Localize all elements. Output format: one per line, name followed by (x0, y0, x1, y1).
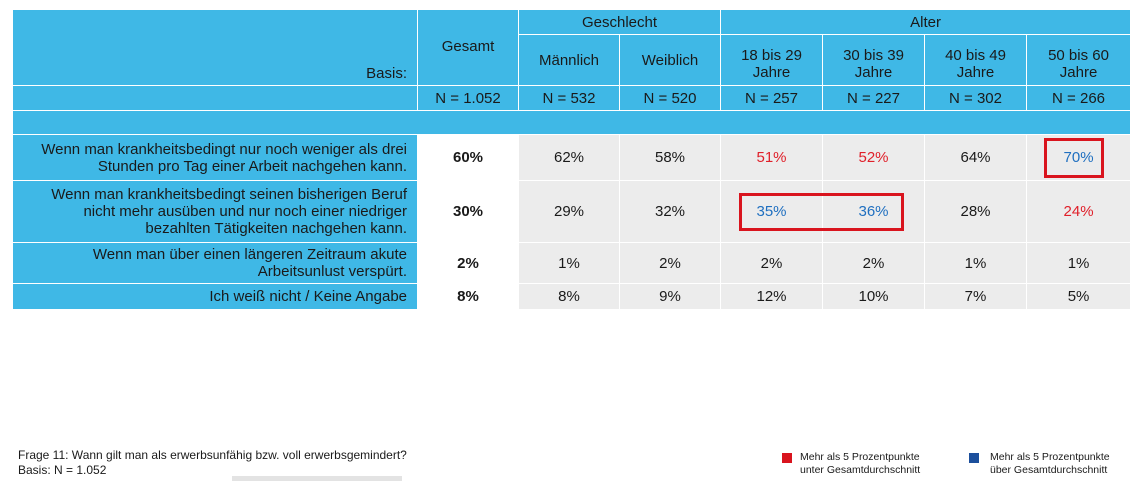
cell-gesamt: 8% (417, 283, 519, 310)
legend-swatch-below (782, 453, 792, 463)
legend-above-line1: Mehr als 5 Prozentpunkte (990, 451, 1110, 463)
group-header-geschlecht: Geschlecht (517, 9, 722, 35)
logo-watermark (232, 476, 402, 481)
basis-label: Basis: (12, 9, 418, 86)
legend-above: Mehr als 5 Prozentpunkte über Gesamtdurc… (990, 451, 1110, 477)
cell-gesamt: 30% (417, 180, 519, 243)
table-cell: 1% (924, 242, 1028, 284)
legend-below-line1: Mehr als 5 Prozentpunkte (800, 451, 920, 463)
spacer-band (11, 110, 1132, 135)
column-header-maennlich: Männlich (518, 34, 620, 86)
table-cell: 1% (518, 242, 620, 284)
table-cell: 9% (618, 283, 722, 310)
n-weiblich: N = 520 (618, 85, 722, 111)
footnote-question: Frage 11: Wann gilt man als erwerbsunfäh… (18, 448, 407, 462)
n-50-60: N = 266 (1026, 85, 1132, 111)
header-label-row: Männlich Weiblich 18 bis 29 Jahre 30 bis… (13, 34, 1132, 86)
cell-gesamt: 2% (417, 242, 519, 284)
column-header-weiblich: Weiblich (618, 34, 722, 86)
highlight-box-18-39 (739, 193, 904, 231)
n-30-39: N = 227 (822, 85, 926, 111)
footnote-basis: Basis: N = 1.052 (18, 463, 107, 477)
column-header-50-60: 50 bis 60 Jahre (1026, 34, 1132, 86)
row-question: Wenn man krankheitsbedingt seinen bisher… (12, 180, 418, 243)
highlight-box-50-60 (1044, 138, 1104, 178)
table-cell: 7% (924, 283, 1028, 310)
row-question: Ich weiß nicht / Keine Angabe (12, 283, 418, 310)
column-header-18-29: 18 bis 29 Jahre (720, 34, 824, 86)
table-cell: 32% (618, 180, 722, 243)
group-header-alter: Alter (720, 9, 1132, 35)
column-header-30-39: 30 bis 39 Jahre (822, 34, 926, 86)
cell-gesamt: 60% (417, 134, 519, 181)
table-cell: 51% (720, 134, 824, 181)
table-cell: 64% (924, 134, 1028, 181)
table-row: Wenn man krankheitsbedingt nur noch weni… (12, 134, 1132, 181)
table-cell: 62% (518, 134, 620, 181)
table-cell: 12% (720, 283, 824, 310)
footnote: Frage 11: Wann gilt man als erwerbsunfäh… (18, 448, 407, 478)
legend-below: Mehr als 5 Prozentpunkte unter Gesamtdur… (800, 451, 920, 477)
table-cell: 1% (1026, 242, 1132, 284)
n-40-49: N = 302 (924, 85, 1028, 111)
table-cell: 58% (618, 134, 722, 181)
n-gesamt: N = 1.052 (417, 85, 519, 111)
header-n-row: N = 1.052 N = 532 N = 520 N = 257 N = 22… (12, 85, 1132, 111)
table-cell: 2% (822, 242, 926, 284)
legend-above-line2: über Gesamtdurchschnitt (990, 464, 1108, 476)
spacer-row (11, 110, 1132, 135)
table-row: Wenn man krankheitsbedingt seinen bisher… (12, 180, 1132, 243)
n-maennlich: N = 532 (518, 85, 620, 111)
table-cell: 24% (1026, 180, 1132, 243)
table-cell: 36% (822, 180, 926, 243)
table-cell: 29% (518, 180, 620, 243)
results-table: Basis: Gesamt Geschlecht Alter Männlich … (11, 9, 1132, 310)
table-cell: 10% (822, 283, 926, 310)
n-18-29: N = 257 (720, 85, 824, 111)
table-cell: 2% (618, 242, 722, 284)
table-cell: 52% (822, 134, 926, 181)
legend-below-line2: unter Gesamtdurchschnitt (800, 464, 921, 476)
row-question: Wenn man über einen längeren Zeitraum ak… (12, 242, 418, 284)
column-header-40-49: 40 bis 49 Jahre (924, 34, 1028, 86)
table-cell: 70% (1026, 134, 1132, 181)
table-row: Wenn man über einen längeren Zeitraum ak… (12, 242, 1132, 284)
table-cell: 2% (720, 242, 824, 284)
legend-swatch-above (969, 453, 979, 463)
table-cell: 8% (518, 283, 620, 310)
table-row: Ich weiß nicht / Keine Angabe 8% 8% 9% 1… (12, 283, 1132, 310)
table-cell: 28% (924, 180, 1028, 243)
table-cell: 35% (720, 180, 824, 243)
table-cell: 5% (1026, 283, 1132, 310)
row-question: Wenn man krankheitsbedingt nur noch weni… (12, 134, 418, 181)
basis-spacer (12, 85, 418, 111)
column-header-gesamt: Gesamt (417, 9, 519, 86)
header-group-row: Basis: Gesamt Geschlecht Alter (12, 9, 1132, 86)
